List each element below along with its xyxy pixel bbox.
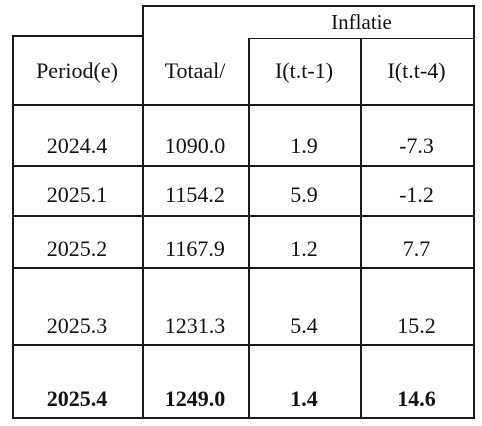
- border-row-2: [12, 215, 475, 217]
- table-cell-i-t-4: -7.3: [399, 133, 434, 158]
- table-cell-total: 1090.0: [164, 133, 226, 158]
- table-cell-period: 2025.3: [46, 313, 108, 338]
- table-cell-total: 1167.9: [165, 236, 225, 261]
- column-header-i-t-1: I(t.t-1): [274, 58, 334, 83]
- table-cell-i-t-1: 1.2: [290, 236, 318, 261]
- border-col-1: [142, 5, 144, 419]
- border-col-0: [12, 35, 14, 419]
- border-row-4: [12, 344, 475, 346]
- border-bottom: [12, 417, 475, 419]
- table-cell-period: 2025.2: [46, 236, 108, 261]
- table-cell-i-t-4: 15.2: [397, 313, 436, 338]
- table-cell-i-t-1: 1.9: [290, 133, 318, 158]
- border-header-bottom: [12, 104, 475, 106]
- table-cell-i-t-1: 5.9: [290, 182, 318, 207]
- table-cell-i-t-4: 7.7: [402, 236, 431, 261]
- table-cell-period: 2024.4: [46, 133, 108, 158]
- table-cell-period: 2025.4: [46, 386, 108, 411]
- border-row-1: [12, 165, 475, 167]
- border-left-top: [12, 35, 142, 37]
- column-header-i-t-4: I(t.t-4): [387, 58, 446, 83]
- border-top: [142, 5, 475, 7]
- border-col-3: [360, 38, 362, 419]
- border-col-2: [248, 38, 250, 419]
- table-cell-total: 1231.3: [164, 313, 226, 338]
- table-cell-total: 1249.0: [164, 386, 226, 411]
- table-cell-i-t-1: 1.4: [290, 386, 318, 411]
- table-cell-total: 1154.2: [165, 182, 225, 207]
- inflation-group-header: Inflatie: [331, 10, 392, 34]
- inflation-table: Inflatie Period(e) Totaal/ I(t.t-1) I(t.…: [12, 5, 475, 419]
- table-cell-i-t-4: -1.2: [399, 182, 434, 207]
- column-header-period: Period(e): [36, 57, 118, 83]
- table-cell-i-t-1: 5.4: [290, 313, 318, 338]
- column-header-total: Totaal/: [164, 58, 226, 83]
- table-cell-period: 2025.1: [46, 182, 108, 207]
- table-cell-i-t-4: 14.6: [397, 386, 436, 411]
- border-row-3: [12, 267, 475, 269]
- border-col-4: [473, 5, 475, 419]
